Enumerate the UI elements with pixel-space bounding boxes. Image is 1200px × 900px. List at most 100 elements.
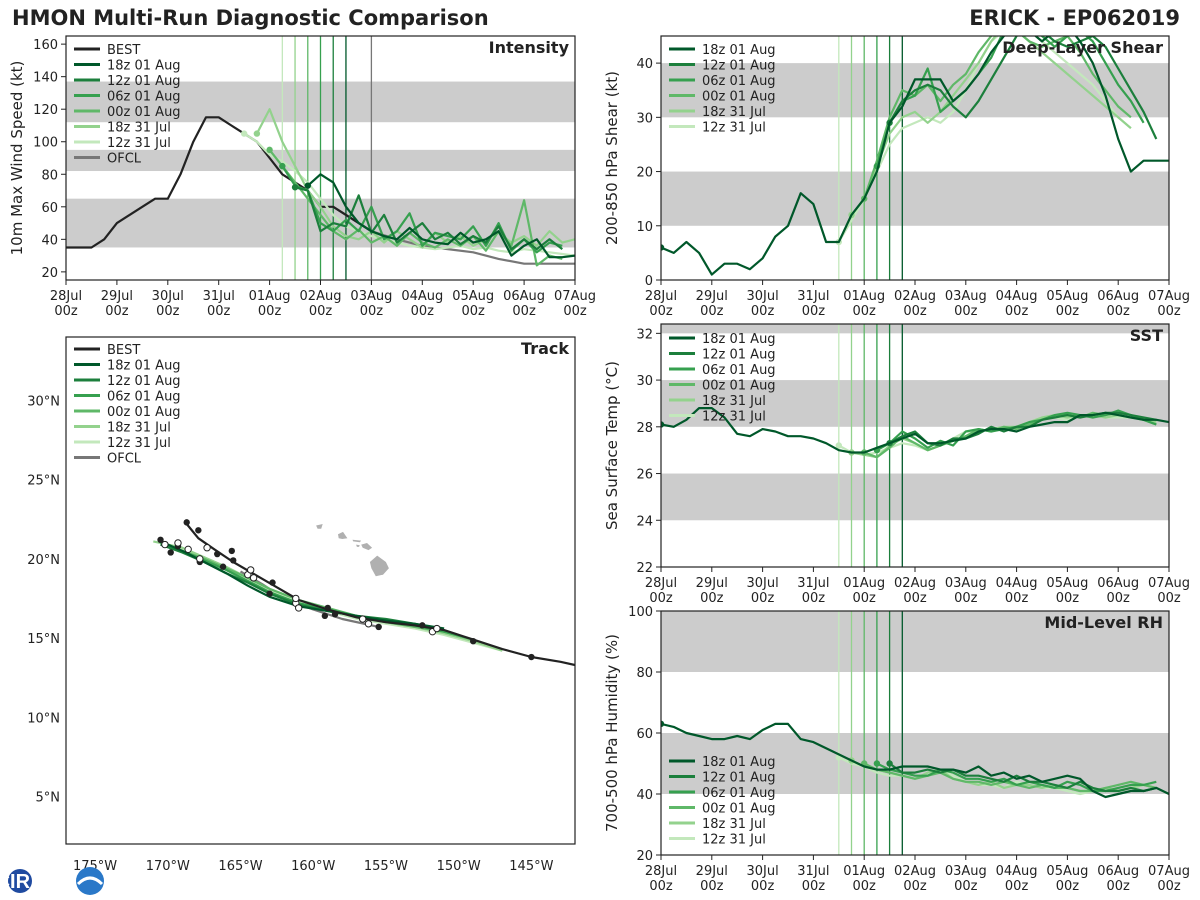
track-position-marker [219, 563, 227, 570]
rh-xtick-label: 05Aug [1046, 864, 1088, 879]
island-hawaii [369, 555, 389, 577]
rh-xtick-label: 29Jul [696, 864, 728, 879]
intensity-legend-label: 18z 01 Aug [107, 59, 181, 74]
sst-ytick-label: 28 [636, 421, 653, 436]
rh-ytick-label: 60 [636, 727, 653, 742]
track-position-marker [230, 557, 237, 564]
intensity-ytick-label: 40 [41, 233, 58, 248]
track-position-marker [321, 612, 329, 620]
track-series-line [185, 523, 575, 667]
rh-plot-area [661, 611, 1169, 855]
shear-series-line [888, 36, 1158, 140]
sst-xtick-label: 31Jul [797, 576, 829, 591]
sst-init-marker [661, 421, 665, 428]
track-forecast-marker [433, 624, 441, 633]
track-map-area [153, 519, 575, 667]
track-position-marker [228, 547, 235, 555]
sst-xtick-label: 00z [853, 591, 877, 606]
sst-xtick-label: 00z [1056, 591, 1080, 606]
shear-xtick-label: 00z [649, 304, 673, 319]
sst-xtick-label: 00z [802, 591, 826, 606]
rh-ytick-label: 20 [636, 849, 653, 864]
track-position-marker [470, 638, 477, 645]
intensity-legend-label: 12z 01 Aug [107, 74, 181, 89]
track-lon-label: 155°W [364, 859, 408, 874]
rh-xtick-label: 00z [954, 879, 978, 894]
track-frame [65, 336, 576, 845]
shear-xtick-label: 00z [700, 304, 724, 319]
rh-xtick-label: 31Jul [797, 864, 829, 879]
rh-init-marker [886, 760, 893, 767]
rh-ytick-label: 40 [636, 788, 653, 803]
rh-xtick-label: 07Aug [1148, 864, 1190, 879]
shear-shading-band [661, 171, 1169, 226]
sst-xtick-label: 00z [700, 591, 724, 606]
track-legend-label: 00z 01 Aug [107, 405, 181, 420]
shear-xtick-label: 02Aug [894, 289, 936, 304]
rh-xtick-label: 00z [1107, 879, 1131, 894]
storm-id-title: ERICK - EP062019 [969, 6, 1180, 30]
sst-ytick-label: 32 [636, 327, 653, 342]
track-lat-label: 15°N [27, 632, 60, 647]
sst-xtick-label: 05Aug [1046, 576, 1088, 591]
intensity-series-line [268, 149, 563, 267]
intensity-xtick-label: 00z [309, 304, 333, 319]
intensity-series-line [294, 186, 563, 251]
intensity-xtick-label: 00z [258, 304, 282, 319]
rh-xtick-label: 01Aug [843, 864, 885, 879]
track-legend-label: OFCL [107, 452, 142, 467]
rh-ylabel: 700-500 hPa Humidity (%) [603, 634, 621, 832]
intensity-init-marker [279, 162, 286, 170]
rh-shading-band [661, 611, 1169, 672]
track-forecast-marker [161, 540, 169, 549]
cira-logo: CIRA [4, 867, 104, 895]
track-lat-label: 25°N [27, 474, 60, 489]
sst-shading-band [661, 473, 1169, 521]
intensity-xtick-label: 00z [462, 304, 486, 319]
rh-legend-label: 18z 01 Aug [702, 755, 776, 770]
shear-xtick-label: 00z [853, 304, 877, 319]
shear-ylabel: 200-850 hPa Shear (kt) [603, 71, 621, 245]
shear-series-line [875, 36, 1145, 167]
cira-globe-icon [8, 869, 32, 893]
rh-xtick-label: 00z [1005, 879, 1029, 894]
rh-xtick-label: 00z [700, 879, 724, 894]
sst-ylabel: Sea Surface Temp (°C) [603, 361, 621, 530]
rh-xtick-label: 00z [802, 879, 826, 894]
intensity-xtick-label: 00z [411, 304, 435, 319]
track-position-marker [195, 527, 202, 534]
intensity-xtick-label: 00z [207, 304, 231, 319]
sst-xtick-label: 00z [751, 591, 775, 606]
track-position-marker [269, 579, 276, 586]
track-position-marker [157, 536, 164, 543]
shear-xtick-label: 00z [1107, 304, 1131, 319]
track-legend-label: 12z 31 Jul [107, 436, 171, 451]
shear-series-line [850, 36, 1132, 216]
rh-legend-label: 00z 01 Aug [702, 802, 776, 817]
cira-logo-text: CIRA [4, 871, 44, 893]
rh-xtick-label: 00z [903, 879, 927, 894]
rh-xtick-label: 00z [1056, 879, 1080, 894]
intensity-xtick-label: 05Aug [452, 289, 494, 304]
intensity-legend-label: 12z 31 Jul [107, 136, 171, 151]
track-lon-label: 160°W [291, 859, 335, 874]
sst-series-line [661, 407, 1169, 454]
intensity-init-marker [304, 182, 311, 189]
sst-xtick-label: 00z [1157, 591, 1181, 606]
track-legend-label: BEST [107, 343, 140, 358]
intensity-xtick-label: 00z [360, 304, 384, 319]
intensity-legend-label: 18z 31 Jul [107, 121, 171, 136]
sst-xtick-label: 00z [954, 591, 978, 606]
sst-xtick-label: 00z [1005, 591, 1029, 606]
track-lat-label: 20°N [27, 553, 60, 568]
intensity-init-marker [291, 184, 299, 191]
intensity-legend-label: BEST [107, 43, 140, 58]
sst-title: SST [1130, 326, 1163, 345]
shear-xtick-label: 00z [1005, 304, 1029, 319]
track-legend-label: 18z 31 Jul [107, 421, 171, 436]
intensity-xtick-label: 28Jul [50, 289, 82, 304]
sst-xtick-label: 30Jul [746, 576, 778, 591]
track-forecast-marker [196, 555, 204, 563]
